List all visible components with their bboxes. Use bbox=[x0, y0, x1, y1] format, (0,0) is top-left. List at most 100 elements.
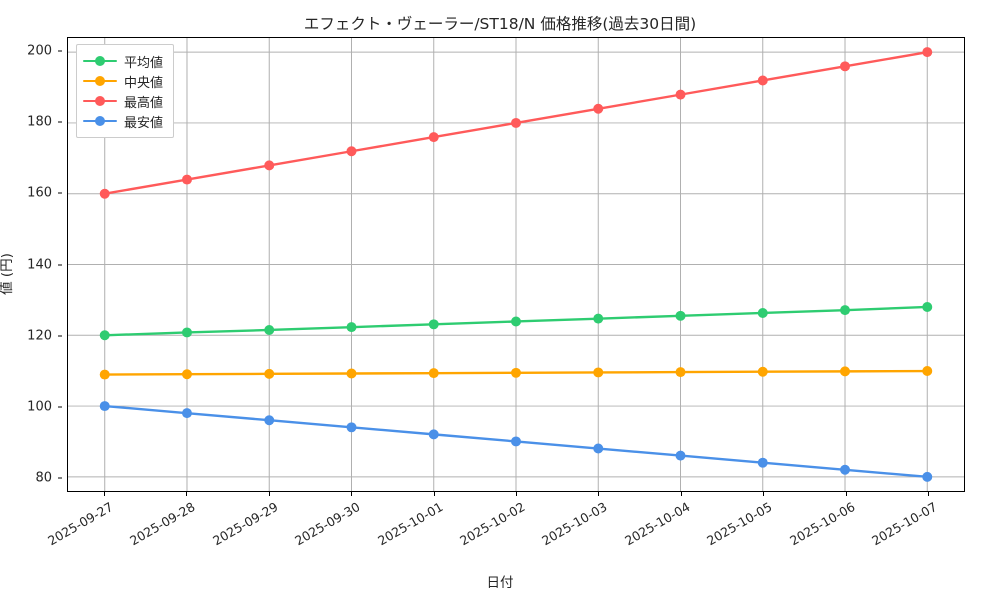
data-point bbox=[922, 366, 933, 377]
x-tick-mark bbox=[186, 492, 188, 496]
y-tick-mark bbox=[58, 50, 62, 52]
data-point bbox=[99, 401, 110, 412]
x-tick-mark bbox=[268, 492, 270, 496]
x-tick-label: 2025-10-06 bbox=[786, 499, 858, 549]
x-tick-mark bbox=[845, 492, 847, 496]
data-point bbox=[675, 310, 686, 321]
data-point bbox=[675, 367, 686, 378]
series-2 bbox=[99, 366, 933, 380]
data-point bbox=[757, 308, 768, 318]
data-point bbox=[840, 305, 851, 316]
data-point bbox=[99, 188, 110, 199]
y-axis-tick-labels: 80 100 120 140 160 180 200 bbox=[0, 37, 62, 492]
data-point bbox=[840, 61, 851, 72]
y-tick-label: 100 bbox=[27, 399, 52, 415]
legend-swatch-icon bbox=[83, 54, 117, 68]
chart-title: エフェクト・ヴェーラー/ST18/N 価格推移(過去30日間) bbox=[303, 15, 697, 33]
data-point bbox=[428, 132, 439, 143]
chart-legend: 平均値中央値最高値最安値 bbox=[76, 44, 175, 138]
data-point bbox=[675, 450, 686, 461]
data-point bbox=[840, 366, 851, 377]
x-tick-mark bbox=[680, 492, 682, 496]
x-tick-label: 2025-09-30 bbox=[292, 499, 363, 549]
data-point bbox=[511, 436, 521, 447]
legend-item-1[interactable]: 平均値 bbox=[83, 51, 163, 71]
data-point bbox=[922, 301, 933, 312]
x-tick-label: 2025-10-05 bbox=[704, 499, 775, 549]
x-tick-label: 2025-10-04 bbox=[621, 499, 693, 549]
x-tick-label: 2025-10-03 bbox=[539, 499, 610, 549]
series-3 bbox=[99, 47, 933, 199]
legend-swatch-icon bbox=[83, 94, 117, 108]
data-point bbox=[593, 313, 604, 324]
x-axis-label: 日付 bbox=[486, 575, 514, 591]
y-tick-label: 160 bbox=[27, 185, 52, 201]
data-point bbox=[264, 368, 275, 379]
data-point bbox=[264, 324, 275, 335]
legend-item-2[interactable]: 中央値 bbox=[83, 71, 163, 91]
data-point bbox=[922, 47, 933, 58]
data-point bbox=[593, 443, 604, 454]
data-point bbox=[264, 160, 275, 171]
y-tick-label: 80 bbox=[35, 470, 52, 486]
legend-swatch-icon bbox=[83, 74, 117, 88]
x-tick-label: 2025-10-02 bbox=[457, 499, 528, 549]
x-tick-mark bbox=[516, 492, 517, 496]
x-tick-label: 2025-09-28 bbox=[127, 499, 198, 549]
y-tick-label: 180 bbox=[27, 114, 52, 130]
data-point bbox=[346, 322, 357, 333]
data-point bbox=[511, 117, 521, 128]
x-tick-label: 2025-10-01 bbox=[374, 499, 446, 549]
data-point bbox=[757, 366, 768, 377]
series-1 bbox=[99, 301, 933, 341]
y-tick-label: 200 bbox=[27, 43, 52, 59]
legend-item-3[interactable]: 最高値 bbox=[83, 91, 163, 111]
x-tick-label: 2025-09-29 bbox=[209, 499, 281, 549]
series-4 bbox=[99, 401, 933, 482]
data-point bbox=[346, 146, 357, 157]
data-point bbox=[99, 330, 110, 341]
x-axis-tick-labels: 2025-09-27 2025-09-28 2025-09-29 2025-09-30… bbox=[45, 492, 965, 562]
data-point bbox=[428, 319, 439, 330]
x-tick-label: 2025-10-07 bbox=[869, 499, 940, 549]
x-tick-mark bbox=[433, 492, 435, 496]
data-point bbox=[346, 368, 357, 379]
data-point bbox=[264, 415, 275, 426]
y-tick-mark bbox=[58, 192, 62, 194]
data-point bbox=[757, 75, 768, 86]
legend-label: 中央値 bbox=[124, 75, 164, 91]
data-point bbox=[428, 368, 439, 379]
legend-swatch-icon bbox=[83, 114, 117, 128]
data-point bbox=[757, 457, 768, 468]
data-point bbox=[840, 464, 851, 475]
data-point bbox=[675, 89, 686, 100]
data-point bbox=[511, 316, 521, 327]
data-point bbox=[181, 174, 192, 185]
data-point bbox=[428, 429, 439, 440]
legend-label: 最安値 bbox=[124, 115, 164, 131]
y-tick-mark bbox=[58, 406, 62, 408]
data-point bbox=[181, 408, 192, 419]
legend-label: 最高値 bbox=[124, 95, 164, 111]
data-point bbox=[181, 327, 192, 338]
data-point bbox=[181, 369, 192, 380]
x-tick-mark bbox=[598, 492, 600, 496]
legend-item-4[interactable]: 最安値 bbox=[83, 111, 163, 131]
legend-label: 平均値 bbox=[124, 55, 164, 71]
y-tick-mark bbox=[58, 264, 62, 265]
y-tick-label: 140 bbox=[27, 257, 52, 272]
data-series-layer bbox=[99, 47, 933, 482]
data-point bbox=[99, 369, 110, 380]
x-tick-mark bbox=[928, 492, 930, 496]
data-point bbox=[922, 471, 933, 482]
x-tick-mark bbox=[351, 492, 353, 496]
y-tick-mark bbox=[58, 335, 62, 337]
x-tick-mark bbox=[103, 492, 105, 496]
data-point bbox=[511, 367, 521, 378]
data-point bbox=[593, 103, 604, 114]
y-tick-label: 120 bbox=[27, 328, 52, 344]
data-point bbox=[593, 367, 604, 378]
y-tick-mark bbox=[58, 477, 62, 479]
x-tick-mark bbox=[763, 492, 765, 496]
